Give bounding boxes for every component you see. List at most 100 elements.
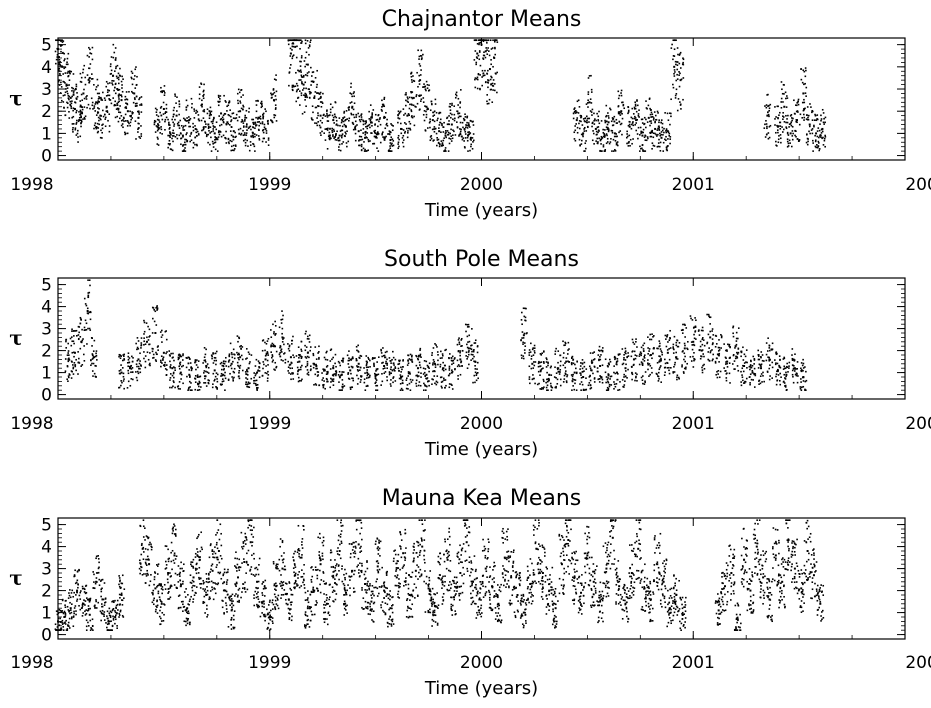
data-point bbox=[612, 124, 615, 126]
data-point bbox=[622, 362, 625, 365]
data-point bbox=[465, 355, 467, 357]
data-point bbox=[780, 141, 782, 144]
data-point bbox=[468, 340, 471, 343]
data-point bbox=[432, 347, 435, 349]
data-point bbox=[88, 76, 91, 79]
data-point bbox=[105, 95, 108, 97]
data-point bbox=[364, 148, 366, 151]
data-point bbox=[492, 89, 494, 91]
data-point bbox=[224, 356, 227, 359]
data-point bbox=[61, 52, 64, 54]
data-point bbox=[676, 358, 679, 360]
data-point bbox=[573, 388, 576, 391]
data-point bbox=[65, 85, 68, 87]
data-point bbox=[327, 371, 329, 374]
data-point bbox=[83, 97, 86, 100]
data-point bbox=[236, 361, 239, 364]
data-point bbox=[476, 361, 479, 364]
data-point bbox=[168, 128, 171, 130]
data-point bbox=[198, 93, 201, 96]
data-point bbox=[672, 347, 675, 350]
data-point bbox=[442, 139, 445, 142]
data-point bbox=[66, 57, 69, 60]
data-point bbox=[641, 147, 643, 150]
data-point bbox=[806, 143, 809, 146]
data-point bbox=[102, 123, 104, 126]
data-point bbox=[215, 372, 218, 374]
data-point bbox=[409, 389, 412, 391]
data-point bbox=[228, 101, 230, 104]
data-point bbox=[459, 102, 461, 104]
data-point bbox=[649, 333, 652, 336]
data-point bbox=[332, 365, 335, 367]
data-point bbox=[153, 320, 156, 323]
data-point bbox=[411, 361, 414, 363]
data-point bbox=[250, 128, 252, 131]
data-point bbox=[131, 72, 134, 75]
data-point bbox=[307, 351, 309, 354]
data-point bbox=[650, 131, 652, 134]
data-point bbox=[351, 105, 354, 108]
data-point bbox=[316, 375, 319, 377]
data-point bbox=[599, 358, 602, 361]
data-point bbox=[72, 109, 74, 112]
data-point bbox=[253, 121, 255, 124]
data-point bbox=[288, 372, 290, 374]
data-point bbox=[96, 122, 99, 125]
data-point bbox=[537, 365, 540, 368]
data-point bbox=[479, 87, 481, 90]
data-point bbox=[635, 355, 638, 357]
data-point bbox=[213, 116, 215, 119]
data-point bbox=[110, 72, 113, 75]
data-point bbox=[122, 116, 125, 119]
data-point bbox=[639, 150, 641, 152]
data-point bbox=[814, 134, 816, 137]
data-point bbox=[470, 344, 472, 347]
data-point bbox=[311, 119, 314, 121]
data-point bbox=[104, 125, 107, 128]
data-point bbox=[677, 345, 680, 348]
data-point bbox=[621, 348, 624, 350]
data-point bbox=[374, 373, 377, 376]
data-point bbox=[598, 350, 601, 352]
data-point bbox=[366, 374, 369, 377]
data-point bbox=[253, 379, 255, 382]
data-point bbox=[573, 108, 575, 110]
data-point bbox=[161, 90, 163, 92]
data-point bbox=[673, 365, 675, 368]
data-point bbox=[401, 141, 404, 144]
data-point bbox=[171, 137, 173, 140]
data-point bbox=[190, 367, 192, 369]
data-point bbox=[300, 71, 302, 73]
data-point bbox=[93, 339, 96, 342]
data-point bbox=[232, 117, 235, 119]
data-point bbox=[407, 372, 410, 375]
data-point bbox=[165, 364, 168, 366]
data-point bbox=[383, 354, 386, 357]
data-point bbox=[196, 130, 199, 133]
data-point bbox=[239, 356, 242, 359]
data-point bbox=[823, 117, 825, 120]
data-point bbox=[266, 380, 269, 382]
data-point bbox=[101, 99, 104, 101]
data-point bbox=[234, 117, 237, 120]
data-point bbox=[795, 104, 798, 107]
data-point bbox=[94, 355, 97, 358]
data-point bbox=[447, 150, 450, 152]
data-point bbox=[474, 381, 476, 384]
data-point bbox=[388, 373, 391, 376]
data-point bbox=[173, 123, 176, 125]
data-point bbox=[457, 97, 460, 100]
data-point bbox=[117, 120, 120, 123]
data-point bbox=[591, 139, 594, 142]
data-point bbox=[271, 356, 273, 359]
data-point bbox=[270, 351, 272, 353]
data-point bbox=[296, 366, 299, 369]
data-point bbox=[807, 140, 809, 143]
data-point bbox=[309, 365, 312, 368]
data-point bbox=[365, 363, 368, 365]
data-point bbox=[313, 363, 315, 366]
data-point bbox=[164, 118, 167, 121]
data-point bbox=[533, 364, 536, 367]
data-point bbox=[351, 121, 354, 124]
